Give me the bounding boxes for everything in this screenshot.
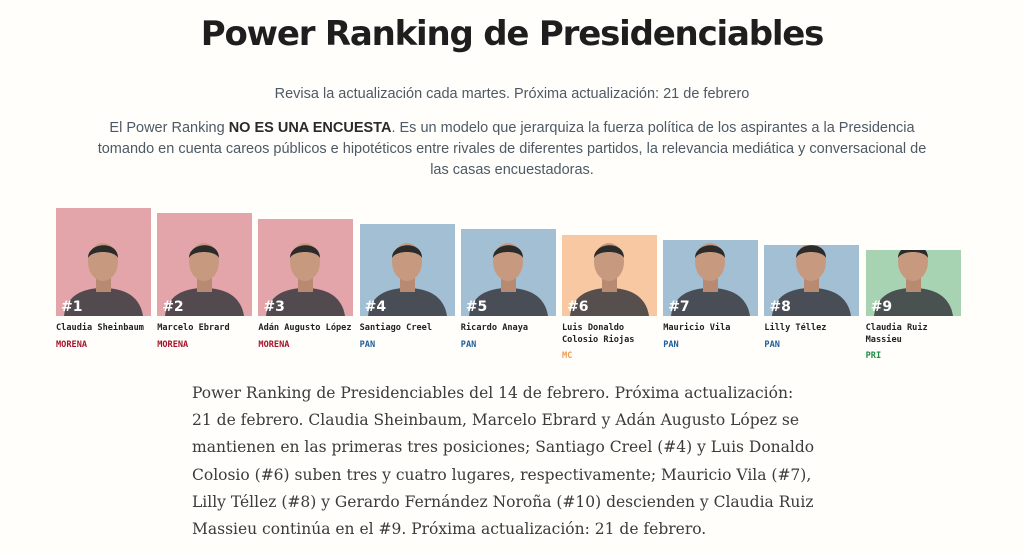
rank-label: #7 <box>668 298 690 315</box>
candidate-name: Lilly Téllez <box>764 323 827 333</box>
candidate-bar: #5 <box>460 229 556 316</box>
candidate-card: #7 Mauricio Vila PAN <box>663 0 763 370</box>
intro-text-start: El Power Ranking <box>109 120 229 136</box>
candidate-name: Marcelo Ebrard <box>157 323 230 333</box>
update-note: Revisa la actualización cada martes. Pró… <box>274 86 750 102</box>
candidate-card: #5 Ricardo Anaya PAN <box>460 0 561 370</box>
candidate-bar: #2 <box>157 213 253 316</box>
portrait-icon <box>165 242 245 316</box>
candidate-card: #9 Claudia Ruiz Massieu PRI <box>865 0 966 370</box>
candidate-card: #4 Santiago Creel PAN <box>359 0 460 370</box>
party-label: MORENA <box>157 340 189 350</box>
rank-label: #1 <box>61 299 83 315</box>
candidate-bar: #8 <box>764 245 860 316</box>
party-label: PRI <box>865 351 882 361</box>
page-title: Power Ranking de Presidenciables <box>200 14 825 54</box>
rank-label: #3 <box>263 298 285 315</box>
candidate-bar: #6 <box>562 234 657 316</box>
candidate-name: Luis Donaldo Colosio Riojas <box>562 323 635 345</box>
summary-paragraph: Power Ranking de Presidenciables del 14 … <box>192 384 815 539</box>
rank-label: #9 <box>870 298 893 315</box>
candidate-card: #2 Marcelo Ebrard MORENA <box>157 0 257 370</box>
party-label: MORENA <box>258 340 290 350</box>
candidate-card: #3 Adán Augusto López MORENA <box>258 0 358 370</box>
candidate-name: Santiago Creel <box>359 323 433 333</box>
candidate-bar: #1 <box>56 208 151 316</box>
party-label: PAN <box>764 340 780 350</box>
portrait-icon <box>873 250 953 316</box>
party-label: MORENA <box>56 340 88 350</box>
candidate-name: Claudia Ruiz Massieu <box>865 323 928 345</box>
candidate-name: Claudia Sheinbaum <box>56 323 144 333</box>
intro-emphasis: NO ES UNA ENCUESTA <box>228 120 392 136</box>
rank-label: #6 <box>567 299 589 315</box>
portrait-icon <box>772 245 852 316</box>
candidate-name: Mauricio Vila <box>663 323 731 333</box>
portrait-icon <box>367 242 447 316</box>
rank-label: #2 <box>162 298 184 315</box>
rank-label: #4 <box>364 298 387 315</box>
candidate-bar: #7 <box>663 239 759 316</box>
candidate-name: Adán Augusto López <box>258 323 352 333</box>
intro-text-end: . Es un modelo que jerarquiza la fuerza … <box>97 120 927 178</box>
candidate-card: #6 Luis Donaldo Colosio Riojas MC <box>562 0 662 370</box>
party-label: PAN <box>663 340 679 350</box>
candidate-bar: #9 <box>865 250 961 316</box>
candidate-name: Ricardo Anaya <box>460 323 529 333</box>
rank-label: #8 <box>769 298 791 315</box>
party-label: PAN <box>359 340 376 350</box>
candidate-bar: #3 <box>258 218 354 316</box>
ranking-chart: #1 Claudia Sheinbaum MORENA #2 Marcelo Ebrar… <box>56 0 966 370</box>
portrait-icon <box>468 242 548 316</box>
portrait-icon <box>266 242 346 316</box>
candidate-card: #1 Claudia Sheinbaum MORENA <box>56 0 156 370</box>
candidate-card: #8 Lilly Téllez PAN <box>764 0 864 370</box>
portrait-icon <box>64 243 143 316</box>
party-label: PAN <box>460 340 477 350</box>
intro-paragraph: El Power Ranking NO ES UNA ENCUESTA. Es … <box>96 118 928 181</box>
rank-label: #5 <box>465 298 488 315</box>
portrait-icon <box>570 243 649 316</box>
portrait-icon <box>671 242 751 316</box>
party-label: MC <box>562 351 573 361</box>
candidate-bar: #4 <box>359 223 455 316</box>
